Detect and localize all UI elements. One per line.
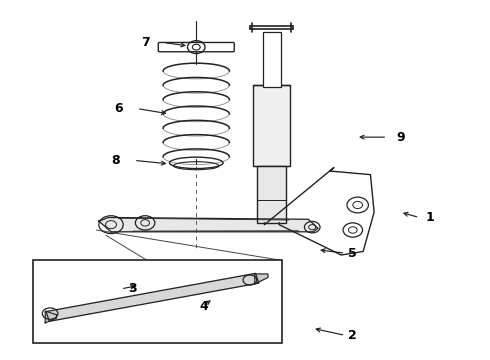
- Text: 1: 1: [426, 211, 435, 224]
- Bar: [253, 85, 290, 166]
- Bar: [33, 260, 282, 342]
- Polygon shape: [99, 217, 318, 232]
- Polygon shape: [46, 273, 259, 321]
- Text: 8: 8: [112, 154, 120, 167]
- Text: 3: 3: [129, 283, 137, 296]
- Text: 6: 6: [114, 102, 122, 115]
- Text: 9: 9: [396, 131, 405, 144]
- Text: 4: 4: [199, 300, 208, 313]
- Text: 2: 2: [348, 329, 357, 342]
- Text: 5: 5: [348, 247, 357, 260]
- Polygon shape: [255, 274, 268, 284]
- FancyBboxPatch shape: [158, 42, 234, 52]
- Bar: [263, 32, 281, 87]
- Text: 7: 7: [141, 36, 149, 49]
- Polygon shape: [45, 311, 56, 323]
- Bar: [257, 166, 287, 223]
